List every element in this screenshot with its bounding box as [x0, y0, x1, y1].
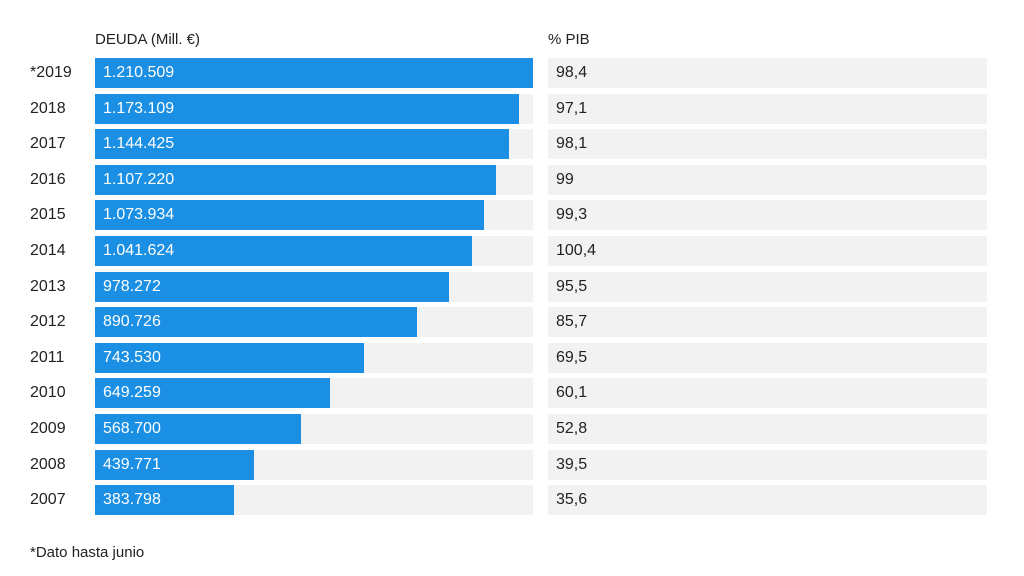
year-label: 2007: [30, 491, 66, 509]
debt-column-header: DEUDA (Mill. €): [95, 31, 201, 48]
debt-bar-track: 1.107.220: [95, 164, 533, 195]
debt-bar: 743.530: [95, 342, 365, 373]
pib-value-label: 100,4: [556, 242, 597, 259]
table-row: 2017 1.144.425 98,1: [0, 129, 1024, 160]
pib-value-label: 98,1: [556, 135, 588, 153]
pib-cell: 52,8: [548, 414, 987, 444]
year-label: 2011: [30, 348, 65, 366]
table-row: *2019 1.210.509 98,4: [0, 58, 1024, 88]
pib-cell: 35,6: [548, 485, 987, 516]
pib-column-header: % PIB: [548, 31, 590, 48]
debt-bar-track: 383.798: [95, 485, 533, 516]
pib-cell: 39,5: [548, 449, 987, 480]
debt-value-label: 743.530: [103, 348, 161, 366]
pib-value-label: 52,8: [556, 420, 588, 437]
pib-cell: 98,1: [548, 129, 987, 160]
year-label: 2016: [30, 170, 66, 188]
table-row: 2009 568.700 52,8: [0, 414, 1024, 444]
pib-cell: 60,1: [548, 378, 987, 409]
debt-value-label: 649.259: [103, 384, 161, 402]
debt-bar-track: 978.272: [95, 271, 533, 302]
pib-value-label: 95,5: [556, 277, 588, 295]
debt-value-label: 1.107.220: [103, 170, 175, 188]
debt-bar: 1.041.624: [95, 236, 472, 266]
pib-value-label: 99,3: [556, 206, 588, 224]
debt-bar: 568.700: [95, 414, 301, 444]
debt-value-label: 1.210.509: [103, 64, 175, 81]
year-label: 2009: [30, 420, 66, 437]
table-row: 2014 1.041.624 100,4: [0, 236, 1024, 266]
debt-bar: 439.771: [95, 449, 255, 480]
table-row: 2011 743.530 69,5: [0, 342, 1024, 373]
debt-bar: 1.173.109: [95, 93, 520, 124]
debt-bar: 649.259: [95, 378, 330, 409]
pib-cell: 85,7: [548, 307, 987, 338]
debt-value-label: 439.771: [103, 455, 161, 473]
year-label: 2012: [30, 313, 66, 331]
table-row: 2018 1.173.109 97,1: [0, 93, 1024, 124]
debt-value-label: 568.700: [103, 420, 161, 437]
pib-cell: 69,5: [548, 342, 987, 373]
table-row: 2012 890.726 85,7: [0, 307, 1024, 338]
pib-value-label: 39,5: [556, 455, 588, 473]
pib-cell: 99,3: [548, 200, 987, 231]
debt-value-label: 383.798: [103, 491, 161, 509]
year-label: 2017: [30, 135, 66, 153]
year-label: 2014: [30, 242, 66, 259]
debt-bar: 978.272: [95, 271, 449, 302]
debt-bar-track: 649.259: [95, 378, 533, 409]
pib-value-label: 98,4: [556, 64, 588, 81]
debt-bar-track: 1.041.624: [95, 236, 533, 266]
pib-value-label: 85,7: [556, 313, 588, 331]
year-label: 2015: [30, 206, 66, 224]
table-row: 2015 1.073.934 99,3: [0, 200, 1024, 231]
debt-bar-track: 1.173.109: [95, 93, 533, 124]
debt-bar: 1.107.220: [95, 164, 496, 195]
debt-value-label: 890.726: [103, 313, 161, 331]
pib-value-label: 35,6: [556, 491, 588, 509]
pib-cell: 95,5: [548, 271, 987, 302]
pib-cell: 98,4: [548, 58, 987, 88]
pib-value-label: 97,1: [556, 99, 588, 117]
pib-value-label: 99: [556, 170, 574, 188]
debt-value-label: 1.041.624: [103, 242, 175, 259]
pib-value-label: 69,5: [556, 348, 588, 366]
footnote: *Dato hasta junio: [30, 544, 145, 561]
pib-cell: 99: [548, 164, 987, 195]
table-row: 2008 439.771 39,5: [0, 449, 1024, 480]
debt-value-label: 1.144.425: [103, 135, 175, 153]
year-label: 2010: [30, 384, 66, 402]
year-label: *2019: [30, 64, 72, 81]
debt-bar: 383.798: [95, 485, 234, 516]
table-row: 2007 383.798 35,6: [0, 485, 1024, 516]
debt-bar: 1.073.934: [95, 200, 484, 231]
debt-bar-track: 1.073.934: [95, 200, 533, 231]
debt-value-label: 1.073.934: [103, 206, 175, 224]
debt-bar: 890.726: [95, 307, 418, 338]
pib-cell: 97,1: [548, 93, 987, 124]
debt-bar-track: 1.210.509: [95, 58, 533, 88]
debt-bar-track: 890.726: [95, 307, 533, 338]
table-row: 2013 978.272 95,5: [0, 271, 1024, 302]
debt-value-label: 978.272: [103, 277, 161, 295]
year-label: 2013: [30, 277, 66, 295]
table-row: 2016 1.107.220 99: [0, 164, 1024, 195]
year-label: 2018: [30, 99, 66, 117]
debt-bar-track: 1.144.425: [95, 129, 533, 160]
debt-bar-track: 439.771: [95, 449, 533, 480]
debt-bar: 1.210.509: [95, 58, 533, 88]
debt-bar-track: 743.530: [95, 342, 533, 373]
debt-value-label: 1.173.109: [103, 99, 175, 117]
debt-bar: 1.144.425: [95, 129, 510, 160]
pib-cell: 100,4: [548, 236, 987, 266]
year-label: 2008: [30, 455, 66, 473]
pib-value-label: 60,1: [556, 384, 588, 402]
table-row: 2010 649.259 60,1: [0, 378, 1024, 409]
debt-bar-track: 568.700: [95, 414, 533, 444]
